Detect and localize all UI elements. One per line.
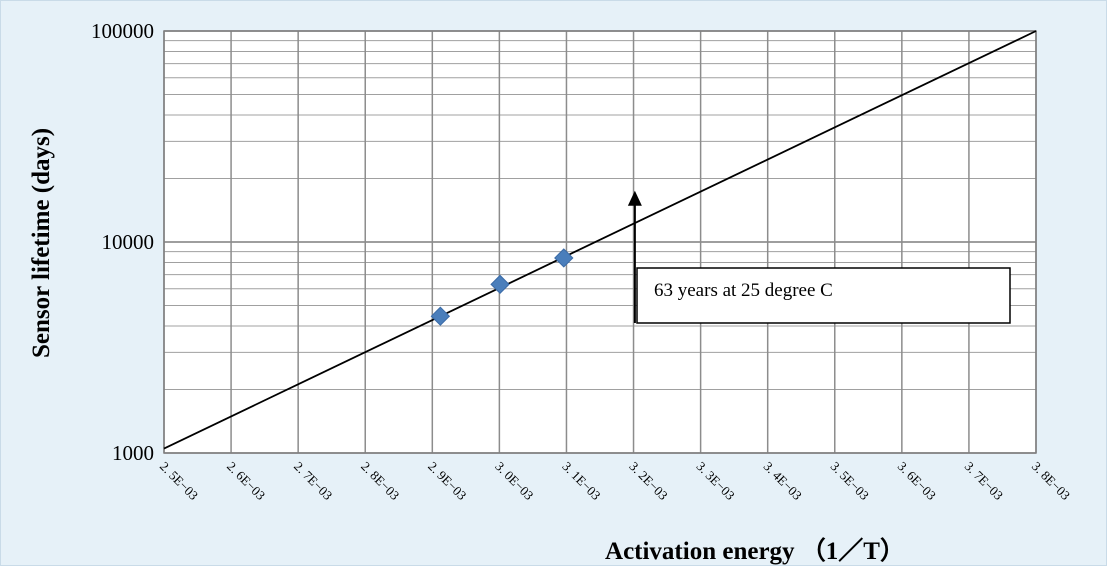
x-axis-title: Activation energy （1／T） (605, 536, 905, 565)
grid-minor (164, 40, 1036, 390)
plot-border (163, 30, 1037, 454)
x-tick-label: 3. 6E−03 (895, 459, 939, 503)
x-tick-label: 3. 0E−03 (492, 459, 536, 503)
data-point (430, 306, 451, 326)
annotation-arrowhead (627, 190, 642, 206)
y-tick-label: 100000 (91, 19, 154, 43)
x-tick-label: 2. 7E−03 (291, 459, 335, 503)
x-tick-label: 2. 9E−03 (425, 459, 469, 503)
fit-line-layer (163, 30, 1037, 450)
x-tick-label: 3. 4E−03 (761, 459, 805, 503)
y-axis-title: Sensor lifetime (days) (28, 128, 55, 358)
y-tick-label: 10000 (102, 230, 155, 254)
x-tick-label: 2. 8E−03 (358, 459, 402, 503)
x-tick-label: 2. 5E−03 (157, 459, 201, 503)
x-tick-labels: 2. 5E−03 2. 6E−03 2. 7E−03 2. 8E−03 2. 9E−03… (157, 459, 1073, 503)
data-point (490, 274, 510, 295)
x-tick-label: 3. 1E−03 (559, 459, 603, 503)
x-tick-label: 3. 2E−03 (626, 459, 670, 503)
points-layer (430, 248, 574, 326)
annotation-text: 63 years at 25 degree C (654, 280, 833, 301)
grid-major (163, 30, 1037, 454)
x-tick-label: 3. 7E−03 (962, 459, 1006, 503)
annotation-layer: 63 years at 25 degree C (627, 190, 1011, 324)
x-tick-label: 3. 3E−03 (693, 459, 737, 503)
trend-line (163, 30, 1037, 450)
x-tick-label: 3. 8E−03 (1029, 459, 1073, 503)
x-tick-label: 3. 5E−03 (828, 459, 872, 503)
x-tick-label: 2. 6E−03 (224, 459, 268, 503)
y-tick-label: 1000 (112, 441, 154, 465)
annotation-box (636, 267, 1011, 324)
y-tick-labels: 1000 10000 100000 (91, 19, 154, 465)
data-point (554, 248, 574, 268)
